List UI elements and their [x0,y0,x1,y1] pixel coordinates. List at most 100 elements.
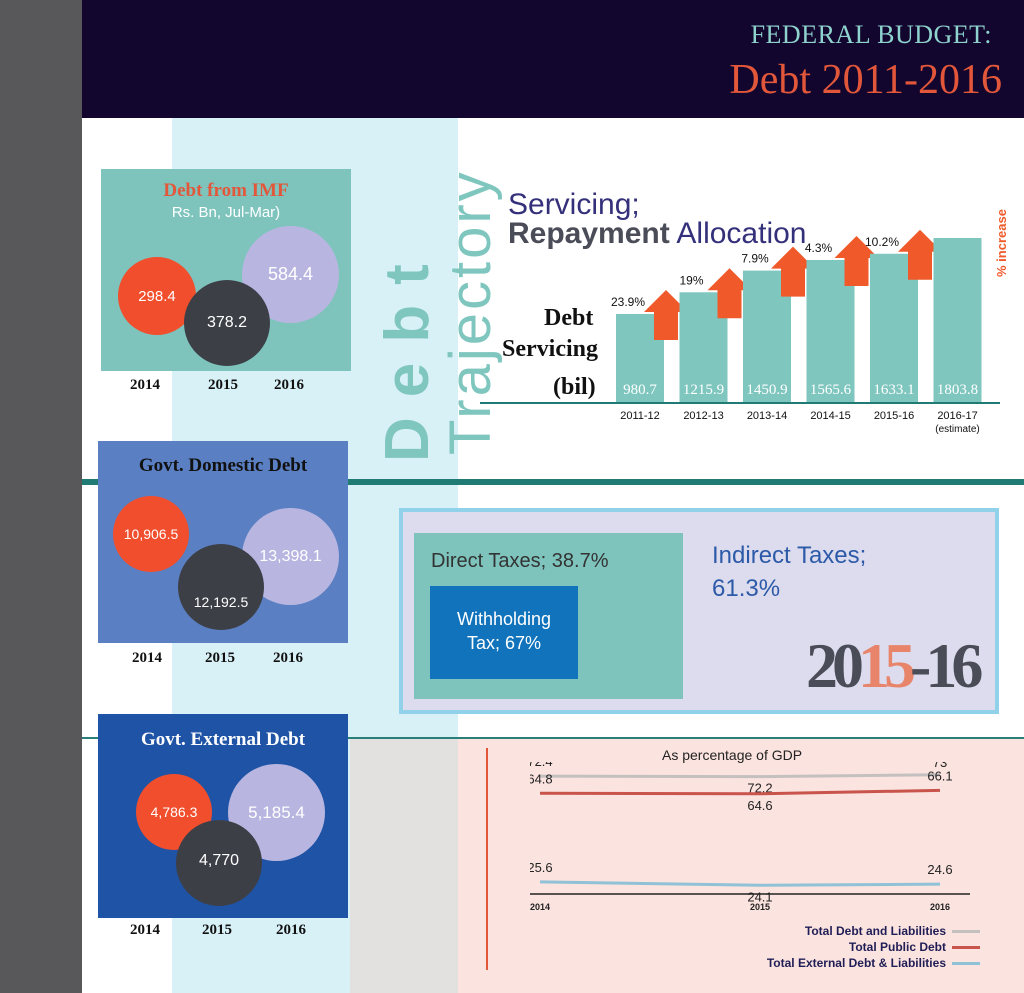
legend-swatch-external-debt [952,961,980,965]
imf-title: Debt from IMF [163,180,289,201]
domestic-bubble-2015: 12,192.5 [178,544,264,630]
bar-category-label: 2011-12 [620,410,660,422]
fiscal-year-part-c: -16 [910,630,983,701]
gdp-data-label: 73 [933,762,947,770]
legend-item-public-debt: Total Public Debt [849,940,980,954]
direct-taxes-label: Direct Taxes; 38.7% [431,550,609,572]
gdp-x-tick-label: 2014 [530,902,550,912]
increase-arrow-icon [707,268,752,319]
fiscal-year-part-b: 15 [858,630,916,701]
legend-swatch-public-debt [952,945,980,949]
external-value-2015: 4,770 [198,852,240,869]
external-title: Govt. External Debt [140,729,306,750]
domestic-value-2015: 12,192.5 [193,594,249,610]
domestic-year-2015: 2015 [205,650,235,666]
gdp-data-label: 24.6 [927,862,952,877]
pct-increase-value: 10.2% [865,235,899,249]
withholding-tax-label-1: Withholding [456,609,552,629]
gdp-line-chart: 2014 2015 2016 72.4 72.2 73 64.8 64.6 66.1 25.6 24… [530,762,970,912]
gray-block [350,738,458,993]
header-title: Debt 2011-2016 [729,57,1002,103]
bar-value-label: 1450.9 [746,382,787,398]
bar-category-label: 2012-13 [683,410,723,422]
domestic-value-2014: 10,906.5 [123,526,179,542]
imf-value-2015: 378.2 [206,314,248,331]
imf-bubble-2014: 298.4 [118,257,196,335]
header-subtitle: FEDERAL BUDGET: [750,20,992,49]
gdp-data-label: 72.4 [530,762,553,769]
pct-increase-value: 23.9% [611,295,645,309]
servicing-ylabel-line1: Debt [544,305,594,331]
gdp-data-label: 66.1 [927,768,952,783]
gdp-data-label: 72.2 [747,781,772,796]
legend-item-total-debt: Total Debt and Liabilities [805,924,980,938]
bar-category-note: (estimate) [935,424,979,435]
external-bubble-2015: 4,770 [176,820,262,906]
bar-category-label: 2016-17 [937,410,977,422]
bar-category-label: 2013-14 [747,410,787,422]
pct-increase-value: 19% [679,273,703,287]
legend-item-external-debt: Total External Debt & Liabilities [767,956,980,970]
gdp-series-line [539,880,941,887]
gdp-x-tick-label: 2015 [750,902,770,912]
bar-value-label: 1803.8 [937,382,978,398]
legend-label-external-debt: Total External Debt & Liabilities [766,956,946,970]
domestic-year-2016: 2016 [273,650,303,666]
imf-value-2014: 298.4 [138,287,176,305]
servicing-title-line1: Servicing; [508,188,640,221]
legend-label-total-debt: Total Debt and Liabilities [804,924,946,938]
domestic-value-2016: 13,398.1 [259,547,322,565]
bar-category-label: 2015-16 [874,410,914,422]
gdp-series-line [539,788,941,796]
gdp-chart-background [458,738,1024,993]
gdp-chart-title: As percentage of GDP [662,747,803,763]
imf-value-2016: 584.4 [267,264,314,284]
pct-increase-value: 7.9% [741,252,769,266]
increase-arrow-icon [898,229,942,280]
imf-subtitle: Rs. Bn, Jul-Mar) [171,204,281,221]
bar-2016-17 [933,238,982,402]
header-banner [82,0,1024,118]
bar-value-label: 1633.1 [873,382,914,398]
external-value-2016: 5,185.4 [248,802,305,822]
imf-year-2016: 2016 [274,377,304,393]
servicing-ylabel-line2: Servicing [502,336,598,362]
domestic-year-2014: 2014 [132,650,162,666]
pct-increase-value: 4.3% [805,241,833,255]
withholding-tax-label-2: Tax; 67% [466,633,542,653]
domestic-bubble-2014: 10,906.5 [113,496,189,572]
imf-year-2015: 2015 [208,377,238,393]
external-year-2015: 2015 [202,922,232,938]
servicing-title-bold: Repayment [508,217,670,250]
servicing-bar-chart: 980.7 2011-12 23.9% 1215.9 2012-13 19% 1450.9 2… [480,229,1000,435]
left-sidebar [0,0,82,993]
bar-value-label: 1215.9 [683,382,724,398]
indirect-taxes-label-1: Indirect Taxes; [712,542,867,569]
legend-swatch-total-debt [952,929,980,933]
section-divider [82,479,1024,485]
gdp-chart-accent-line [486,748,488,970]
gdp-data-label: 64.8 [530,771,553,786]
fiscal-year-part-a: 20 [806,630,864,701]
external-value-2014: 4,786.3 [150,804,198,820]
indirect-taxes-label-2: 61.3% [712,575,781,602]
legend-label-public-debt: Total Public Debt [848,940,946,954]
bar-value-label: 980.7 [623,382,657,398]
increase-arrow-icon [834,235,879,286]
lower-divider [82,737,1024,739]
bar-value-label: 1565.6 [810,382,852,398]
servicing-title-rest: Allocation [676,217,807,250]
gdp-series-line [539,773,941,779]
fiscal-year-label: 2015-16 [806,634,983,698]
gdp-data-label: 25.6 [530,860,553,875]
section-title-debt: Debt [373,244,442,462]
servicing-title-line2: Repayment Allocation [508,217,806,251]
increase-arrow-icon [644,290,688,340]
domestic-title: Govt. Domestic Debt [138,455,308,476]
gdp-data-label: 64.6 [747,798,772,813]
gdp-data-label: 24.1 [747,889,772,904]
imf-bubble-2015: 378.2 [184,280,270,366]
external-year-2014: 2014 [130,922,160,938]
increase-arrow-icon [771,246,815,297]
withholding-tax-box [430,586,578,679]
